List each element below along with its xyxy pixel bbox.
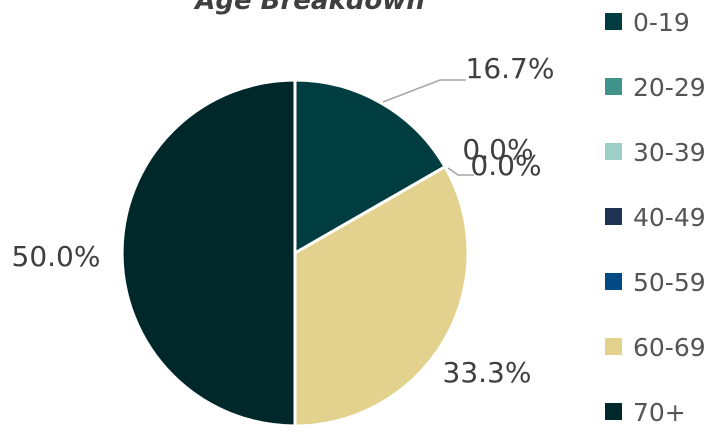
leader-line (447, 167, 474, 176)
leader-line (382, 79, 466, 103)
legend-label: 40-49 (633, 203, 706, 232)
legend-swatch (605, 273, 622, 290)
pie-slice-60-69 (293, 164, 470, 428)
legend-swatch (605, 338, 622, 355)
data-label: 0.0% (470, 149, 541, 182)
legend-swatch (605, 208, 622, 225)
legend-label: 20-29 (633, 73, 706, 102)
legend-label: 60-69 (633, 333, 706, 362)
data-label: 33.3% (443, 356, 532, 389)
legend-label: 0-19 (633, 8, 690, 37)
legend-swatch (605, 143, 622, 160)
data-labels: 16.7% 0.0%0.0% 33.3% 50.0% (12, 52, 555, 389)
legend-swatch (605, 13, 622, 30)
data-label: 50.0% (12, 240, 101, 273)
legend-label: 70+ (633, 398, 686, 427)
legend-swatch (605, 403, 622, 420)
pie-slice-70plus (120, 78, 297, 428)
data-label: 0.0% (462, 133, 533, 166)
chart-title: Age Breakdown (195, 0, 425, 16)
pie-slice-0-19 (293, 78, 448, 256)
legend-label: 30-39 (633, 138, 706, 167)
legend: 0-19 20-29 30-39 40-49 50-59 60-69 70+ (605, 8, 706, 427)
leader-lines (382, 79, 474, 176)
data-label: 16.7% (466, 52, 555, 85)
legend-label: 50-59 (633, 268, 706, 297)
pie-slices (120, 78, 470, 428)
legend-swatch (605, 78, 622, 95)
